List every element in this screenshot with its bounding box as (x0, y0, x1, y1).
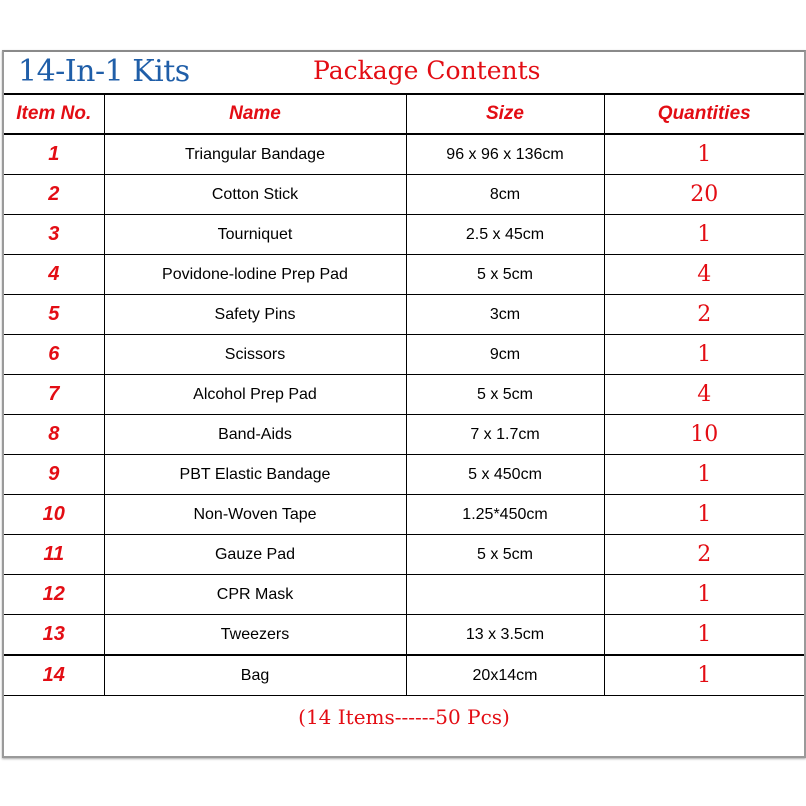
item-number: 2 (4, 174, 105, 215)
item-name: CPR Mask (103, 574, 407, 615)
table-row: 1 Triangular Bandage 96 x 96 x 136cm 1 (4, 133, 804, 175)
item-quantity: 1 (603, 494, 804, 535)
item-size: 2.5 x 45cm (405, 214, 605, 255)
table-row: 6 Scissors 9cm 1 (4, 334, 804, 375)
header-size: Size (405, 94, 605, 135)
item-size (405, 574, 605, 615)
item-number: 6 (4, 334, 105, 375)
item-size: 7 x 1.7cm (405, 414, 605, 455)
item-name: Bag (103, 654, 407, 696)
item-number: 3 (4, 214, 105, 255)
item-number: 13 (4, 614, 105, 656)
package-contents-heading: Package Contents (313, 56, 541, 85)
item-name: PBT Elastic Bandage (103, 454, 407, 495)
table-row: 12 CPR Mask 1 (4, 574, 804, 615)
item-number: 5 (4, 294, 105, 335)
table-row: 4 Povidone-lodine Prep Pad 5 x 5cm 4 (4, 254, 804, 295)
item-number: 11 (4, 534, 105, 575)
item-name: Non-Woven Tape (103, 494, 407, 535)
package-contents-panel: 14-In-1 Kits Package Contents Item No. N… (2, 50, 806, 758)
item-size: 20x14cm (405, 654, 605, 696)
item-name: Gauze Pad (103, 534, 407, 575)
item-number: 7 (4, 374, 105, 415)
item-quantity: 1 (603, 133, 804, 175)
contents-table: Item No. Name Size Quantities 1 Triangula… (4, 94, 804, 696)
item-name: Tweezers (103, 614, 407, 656)
item-name: Tourniquet (103, 214, 407, 255)
table-row: 3 Tourniquet 2.5 x 45cm 1 (4, 214, 804, 255)
item-name: Band-Aids (103, 414, 407, 455)
item-size: 5 x 5cm (405, 254, 605, 295)
item-number: 14 (4, 654, 105, 696)
kit-title: 14-In-1 Kits (18, 54, 190, 89)
item-name: Alcohol Prep Pad (103, 374, 407, 415)
item-size: 96 x 96 x 136cm (405, 133, 605, 175)
item-name: Triangular Bandage (103, 133, 407, 175)
item-number: 1 (4, 133, 105, 175)
item-quantity: 1 (603, 454, 804, 495)
item-name: Povidone-lodine Prep Pad (103, 254, 407, 295)
item-quantity: 10 (603, 414, 804, 455)
item-quantity: 1 (603, 654, 804, 696)
item-name: Safety Pins (103, 294, 407, 335)
item-size: 9cm (405, 334, 605, 375)
table-row: 14 Bag 20x14cm 1 (4, 654, 804, 696)
header-name: Name (103, 94, 407, 135)
item-number: 12 (4, 574, 105, 615)
header-quantities: Quantities (603, 94, 804, 135)
item-name: Cotton Stick (103, 174, 407, 215)
item-size: 8cm (405, 174, 605, 215)
table-row: 11 Gauze Pad 5 x 5cm 2 (4, 534, 804, 575)
item-number: 10 (4, 494, 105, 535)
item-quantity: 2 (603, 534, 804, 575)
item-quantity: 4 (603, 254, 804, 295)
summary-text: (14 Items------50 Pcs) (298, 705, 510, 729)
item-number: 4 (4, 254, 105, 295)
table-row: 10 Non-Woven Tape 1.25*450cm 1 (4, 494, 804, 535)
header-item-no: Item No. (4, 94, 105, 135)
item-number: 9 (4, 454, 105, 495)
item-size: 1.25*450cm (405, 494, 605, 535)
item-size: 5 x 5cm (405, 374, 605, 415)
table-row: 2 Cotton Stick 8cm 20 (4, 174, 804, 215)
table-row: 13 Tweezers 13 x 3.5cm 1 (4, 614, 804, 656)
summary-footer: (14 Items------50 Pcs) (4, 695, 804, 755)
item-quantity: 1 (603, 614, 804, 656)
item-quantity: 1 (603, 334, 804, 375)
item-size: 3cm (405, 294, 605, 335)
table-header: Item No. Name Size Quantities (4, 94, 804, 135)
table-row: 8 Band-Aids 7 x 1.7cm 10 (4, 414, 804, 455)
item-quantity: 1 (603, 574, 804, 615)
table-row: 5 Safety Pins 3cm 2 (4, 294, 804, 335)
item-quantity: 20 (603, 174, 804, 215)
item-size: 13 x 3.5cm (405, 614, 605, 656)
table-row: 9 PBT Elastic Bandage 5 x 450cm 1 (4, 454, 804, 495)
table-row: 7 Alcohol Prep Pad 5 x 5cm 4 (4, 374, 804, 415)
item-name: Scissors (103, 334, 407, 375)
item-number: 8 (4, 414, 105, 455)
item-quantity: 1 (603, 214, 804, 255)
item-quantity: 2 (603, 294, 804, 335)
item-quantity: 4 (603, 374, 804, 415)
title-row: 14-In-1 Kits Package Contents (4, 52, 804, 95)
item-size: 5 x 5cm (405, 534, 605, 575)
item-size: 5 x 450cm (405, 454, 605, 495)
